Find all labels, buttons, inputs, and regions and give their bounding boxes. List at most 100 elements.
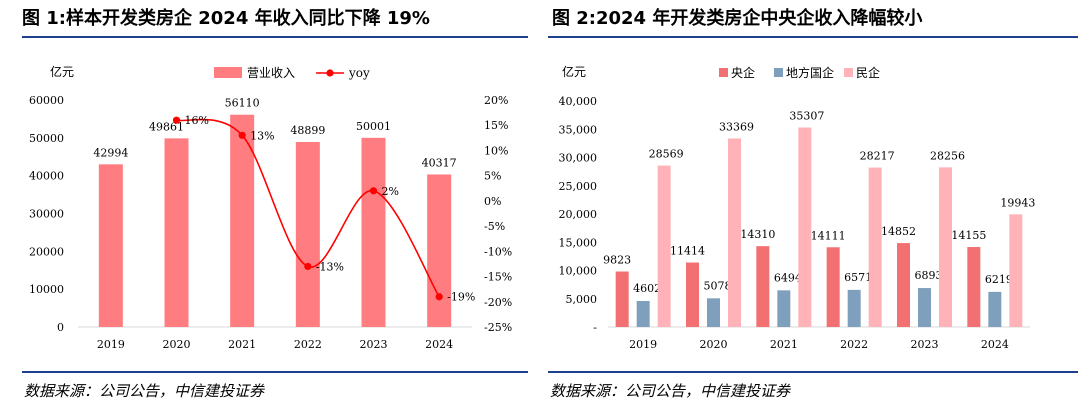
y-tick-label-left: 0 xyxy=(57,321,64,334)
bar-local-soe xyxy=(918,288,931,327)
source-rule xyxy=(22,371,528,373)
bar-local-soe xyxy=(636,300,650,327)
y-tick-label-right: 5% xyxy=(484,170,501,183)
y-tick-label-right: -5% xyxy=(484,220,505,233)
legend-label-revenue: 营业收入 xyxy=(247,66,295,80)
yoy-value-label: -13% xyxy=(316,260,344,273)
chart-panel-right: 图 2:2024 年开发类房企中央企收入降幅较小 - 5,000 10,000 15,… xyxy=(548,0,1080,412)
y-tick-label-right: 15% xyxy=(484,119,508,132)
y-tick-label: 10,000 xyxy=(559,265,598,278)
yoy-value-label: -19% xyxy=(447,291,475,304)
figure-title: 图 1:样本开发类房企 2024 年收入同比下降 19% xyxy=(22,8,430,29)
y-tick-label: 35,000 xyxy=(559,123,598,136)
y-tick-label-right: -10% xyxy=(484,245,512,258)
legend-swatch-central-soe xyxy=(719,68,728,77)
bar-private xyxy=(939,167,952,327)
bar-local-soe xyxy=(847,289,861,327)
bar-revenue xyxy=(361,137,386,327)
x-tick-label: 2019 xyxy=(97,338,125,351)
bar-central-soe xyxy=(967,247,981,327)
bar-local-soe xyxy=(707,298,720,327)
title-rule xyxy=(22,36,528,38)
bar-value-label: 5078 xyxy=(704,279,732,292)
bar-central-soe xyxy=(615,271,629,327)
y-tick-label-left: 30000 xyxy=(29,208,64,221)
bar-value-label: 40317 xyxy=(422,156,457,169)
x-tick-label: 2022 xyxy=(840,338,868,351)
bar-private xyxy=(657,165,671,327)
bar-value-label: 14852 xyxy=(881,225,916,238)
bar-revenue xyxy=(427,174,452,327)
bar-value-label: 42994 xyxy=(93,146,128,159)
y-tick-label-right: 0% xyxy=(484,195,501,208)
bar-value-label: 35307 xyxy=(789,110,824,123)
yoy-point xyxy=(172,116,181,124)
y-tick-label: 5,000 xyxy=(566,293,598,306)
x-tick-label: 2024 xyxy=(981,338,1009,351)
x-tick-label: 2024 xyxy=(425,338,453,351)
bar-central-soe xyxy=(756,246,770,327)
y-tick-label-left: 20000 xyxy=(29,245,64,258)
bar-central-soe xyxy=(686,262,699,327)
x-tick-label: 2020 xyxy=(700,338,728,351)
y-tick-label-left: 40000 xyxy=(29,170,64,183)
y-tick-label-left: 60000 xyxy=(29,94,64,107)
y-tick-label: - xyxy=(593,321,597,334)
bar-local-soe xyxy=(777,290,791,327)
y-tick-label-right: -15% xyxy=(484,271,512,284)
bar-value-label: 11414 xyxy=(670,245,705,258)
yoy-value-label: 16% xyxy=(185,114,209,127)
bar-value-label: 14310 xyxy=(740,228,775,241)
bar-private xyxy=(728,138,741,327)
legend-swatch-private xyxy=(844,68,853,77)
y-tick-label-left: 50000 xyxy=(29,132,64,145)
source-rule xyxy=(548,371,1078,373)
bar-private xyxy=(868,167,882,327)
source-note: 数据来源：公司公告，中信建投证券 xyxy=(550,382,791,400)
chart-panel-left: 图 1:样本开发类房企 2024 年收入同比下降 19% 0 10000 20000… xyxy=(0,0,530,412)
bar-value-label: 19943 xyxy=(1000,196,1035,209)
bar-revenue xyxy=(98,164,123,327)
legend-label-private: 民企 xyxy=(856,65,880,80)
y-axis-unit: 亿元 xyxy=(562,64,586,79)
yoy-point xyxy=(304,262,312,271)
legend-label-central-soe: 央企 xyxy=(731,65,755,80)
yoy-point xyxy=(435,293,443,301)
yoy-point xyxy=(369,187,378,195)
x-tick-label: 2020 xyxy=(163,338,191,351)
legend-swatch-local-soe xyxy=(774,68,783,77)
ownership-revenue-chart: - 5,000 10,000 15,000 20,000 25,000 30,000 35,0… xyxy=(559,64,1036,351)
bar-central-soe xyxy=(897,243,910,327)
bar-private xyxy=(1009,214,1023,327)
bar-value-label: 6893 xyxy=(915,269,943,282)
x-tick-label: 2022 xyxy=(294,338,322,351)
x-tick-label: 2021 xyxy=(228,338,256,351)
bar-value-label: 14155 xyxy=(951,229,986,242)
bar-central-soe xyxy=(826,247,840,327)
y-tick-label-right: -25% xyxy=(484,321,512,334)
bar-value-label: 50001 xyxy=(356,120,391,133)
bar-value-label: 9823 xyxy=(603,254,631,267)
legend-swatch-revenue xyxy=(214,67,242,78)
yoy-value-label: 13% xyxy=(250,129,274,142)
y-axis-unit: 亿元 xyxy=(50,64,74,79)
bar-revenue xyxy=(164,138,189,327)
y-tick-label: 40,000 xyxy=(559,95,598,108)
y-tick-label: 25,000 xyxy=(559,180,598,193)
x-tick-label: 2023 xyxy=(360,338,388,351)
bar-local-soe xyxy=(988,291,1002,327)
bar-value-label: 33369 xyxy=(719,120,754,133)
bar-value-label: 6494 xyxy=(774,271,802,284)
bar-value-label: 28217 xyxy=(860,150,895,163)
y-tick-label-right: -20% xyxy=(484,296,512,309)
source-note: 数据来源：公司公告，中信建投证券 xyxy=(24,382,265,400)
figure-title: 图 2:2024 年开发类房企中央企收入降幅较小 xyxy=(552,8,923,29)
x-tick-label: 2019 xyxy=(629,338,657,351)
legend-label-yoy: yoy xyxy=(348,66,370,80)
y-tick-label: 20,000 xyxy=(559,208,598,221)
bar-revenue xyxy=(295,141,320,327)
legend-marker-yoy xyxy=(326,69,334,77)
revenue-yoy-chart: 0100002000030000400005000060000-25%-20%-… xyxy=(29,64,512,351)
bar-value-label: 48899 xyxy=(290,124,325,137)
yoy-point xyxy=(238,131,246,139)
